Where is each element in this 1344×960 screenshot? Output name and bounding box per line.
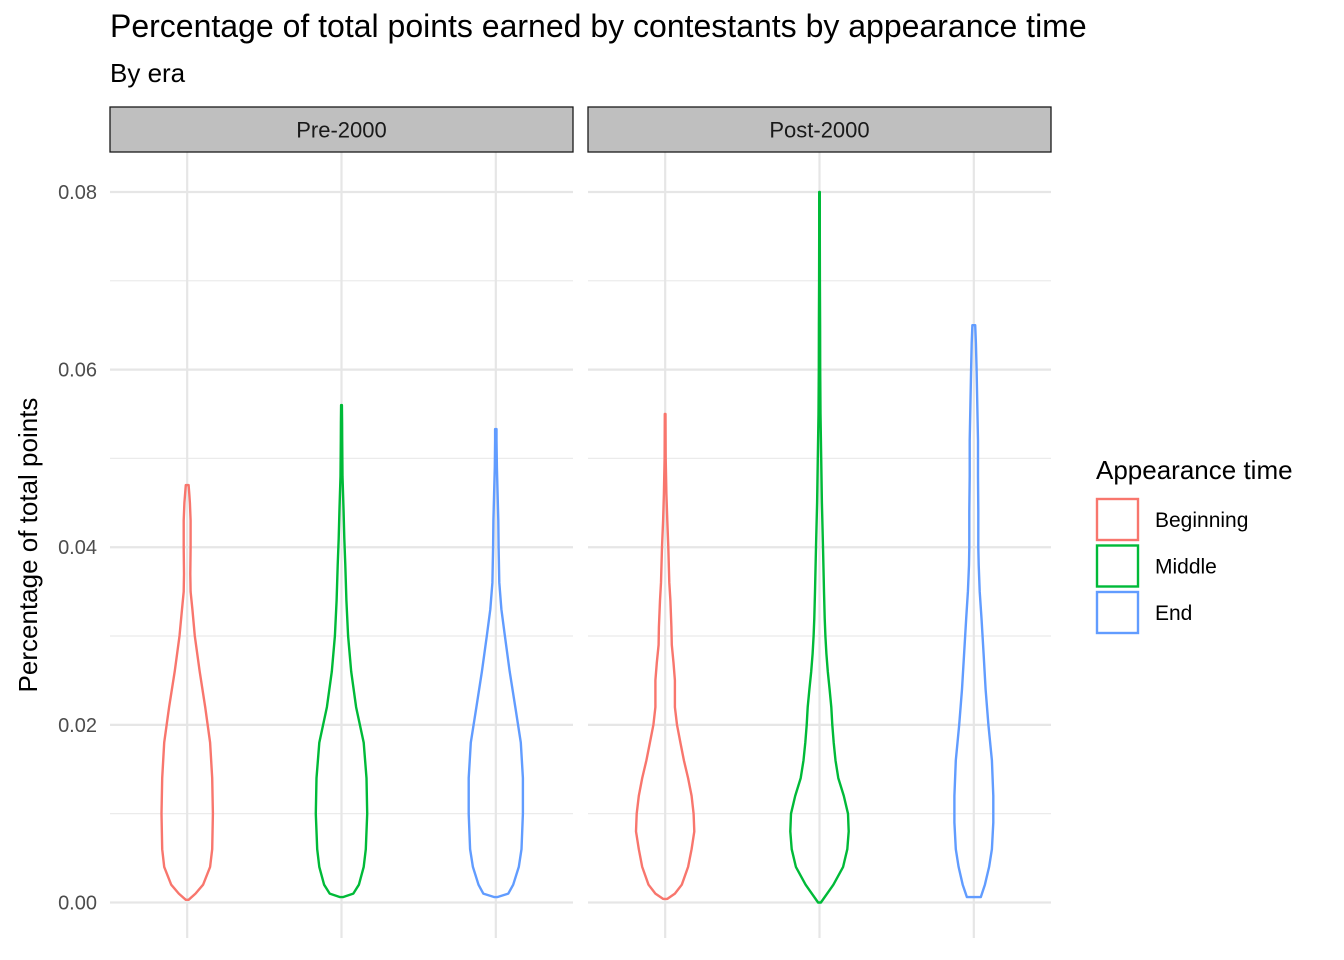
facet-strip-label: Pre-2000 — [296, 118, 387, 143]
y-tick-label: 0.02 — [58, 715, 97, 737]
facet-strip-0: Pre-2000 — [109, 106, 574, 153]
legend-title: Appearance time — [1096, 455, 1293, 485]
violin-beginning — [634, 412, 696, 901]
violin-end — [467, 427, 525, 899]
violin-middle — [789, 190, 850, 904]
legend: Appearance time Beginning Middle End — [1095, 455, 1293, 635]
legend-key-beginning — [1095, 497, 1140, 542]
facet-strip-1: Post-2000 — [587, 106, 1052, 153]
facet-strip-box — [109, 106, 574, 153]
chart-subtitle: By era — [110, 58, 186, 88]
chart-title: Percentage of total points earned by con… — [110, 8, 1087, 44]
y-tick-label: 0.06 — [58, 360, 97, 382]
y-axis-title: Percentage of total points — [13, 398, 43, 693]
violin-middle — [314, 403, 369, 899]
y-tick-label: 0.04 — [58, 537, 97, 559]
facet-strip-label: Post-2000 — [769, 118, 869, 143]
y-tick-label: 0.08 — [58, 182, 97, 204]
y-tick-label: 0.00 — [58, 892, 97, 914]
legend-label-middle: Middle — [1155, 556, 1217, 579]
legend-label-beginning: Beginning — [1155, 509, 1248, 532]
legend-key-end — [1095, 590, 1140, 635]
violin-beginning — [160, 483, 215, 901]
legend-key-middle — [1095, 544, 1140, 588]
facet-strip-box — [587, 106, 1052, 153]
legend-label-end: End — [1155, 602, 1192, 625]
violin-end — [953, 324, 995, 899]
